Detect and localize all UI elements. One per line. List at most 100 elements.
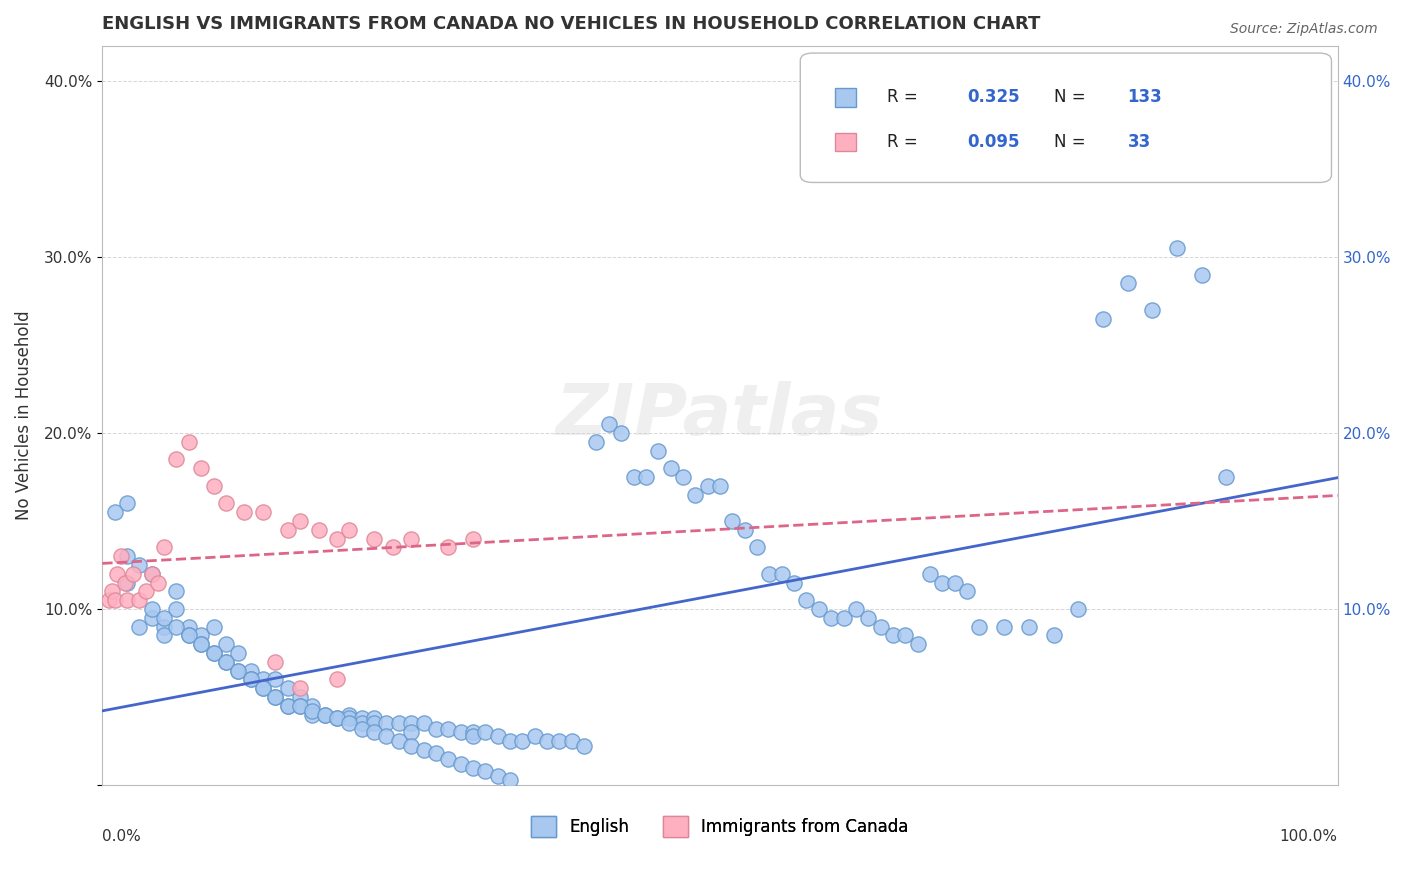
Point [215, 496, 238, 510]
Point [820, 611, 842, 625]
Point [301, 707, 323, 722]
Point [177, 628, 200, 642]
Point [97, 593, 120, 607]
Point [709, 479, 731, 493]
Point [190, 461, 212, 475]
Point [239, 664, 262, 678]
Point [807, 602, 830, 616]
Text: Source: ZipAtlas.com: Source: ZipAtlas.com [1230, 22, 1378, 37]
Point [141, 566, 163, 581]
Point [918, 566, 941, 581]
Point [226, 664, 249, 678]
Point [301, 698, 323, 713]
Point [215, 655, 238, 669]
Point [425, 722, 447, 736]
Point [363, 716, 385, 731]
Point [437, 722, 460, 736]
Text: N =: N = [1053, 88, 1091, 106]
Point [412, 743, 434, 757]
Point [141, 611, 163, 625]
Point [610, 425, 633, 440]
Point [177, 434, 200, 449]
Point [572, 739, 595, 754]
Point [146, 575, 169, 590]
Point [128, 593, 150, 607]
Point [252, 681, 274, 696]
Point [277, 698, 299, 713]
Point [115, 549, 138, 564]
Point [832, 611, 855, 625]
Legend: English, Immigrants from Canada: English, Immigrants from Canada [524, 810, 915, 843]
Point [339, 523, 361, 537]
Text: ENGLISH VS IMMIGRANTS FROM CANADA NO VEHICLES IN HOUSEHOLD CORRELATION CHART: ENGLISH VS IMMIGRANTS FROM CANADA NO VEH… [103, 15, 1040, 33]
Point [105, 566, 128, 581]
Point [399, 532, 422, 546]
Point [288, 514, 311, 528]
Point [165, 584, 187, 599]
Point [858, 611, 880, 625]
Point [672, 470, 695, 484]
Point [931, 575, 953, 590]
Point [1091, 311, 1114, 326]
Point [165, 620, 187, 634]
Point [128, 620, 150, 634]
Point [308, 523, 330, 537]
Point [288, 698, 311, 713]
Point [561, 734, 583, 748]
Point [412, 716, 434, 731]
Text: 133: 133 [1128, 88, 1163, 106]
Point [437, 541, 460, 555]
Text: R =: R = [887, 133, 922, 151]
Point [474, 764, 496, 778]
Point [375, 729, 398, 743]
Text: N =: N = [1053, 133, 1091, 151]
Point [770, 566, 793, 581]
Point [623, 470, 645, 484]
Point [869, 620, 891, 634]
Text: 33: 33 [1128, 133, 1152, 151]
Point [233, 505, 256, 519]
Point [350, 711, 373, 725]
Point [153, 611, 176, 625]
Point [1215, 470, 1237, 484]
Point [153, 628, 176, 642]
Point [1116, 277, 1139, 291]
Point [512, 734, 534, 748]
Point [115, 575, 138, 590]
Point [202, 479, 225, 493]
Point [177, 620, 200, 634]
Point [461, 532, 484, 546]
Point [110, 549, 132, 564]
Point [634, 470, 657, 484]
Point [399, 739, 422, 754]
Point [326, 673, 349, 687]
Point [1067, 602, 1090, 616]
Point [474, 725, 496, 739]
Point [326, 711, 349, 725]
Text: 100.0%: 100.0% [1279, 830, 1337, 845]
Point [277, 698, 299, 713]
Point [104, 505, 127, 519]
Point [190, 637, 212, 651]
Point [239, 673, 262, 687]
Point [363, 725, 385, 739]
Point [1166, 241, 1188, 255]
Point [375, 716, 398, 731]
Point [165, 602, 187, 616]
Point [153, 620, 176, 634]
Point [450, 725, 472, 739]
Point [215, 637, 238, 651]
Point [758, 566, 780, 581]
Text: 0.325: 0.325 [967, 88, 1019, 106]
Point [114, 575, 136, 590]
Point [363, 532, 385, 546]
Point [907, 637, 929, 651]
Point [461, 760, 484, 774]
Point [696, 479, 718, 493]
Point [783, 575, 806, 590]
Point [499, 772, 522, 787]
Point [135, 584, 157, 599]
Point [450, 756, 472, 771]
Point [894, 628, 917, 642]
Point [288, 690, 311, 704]
